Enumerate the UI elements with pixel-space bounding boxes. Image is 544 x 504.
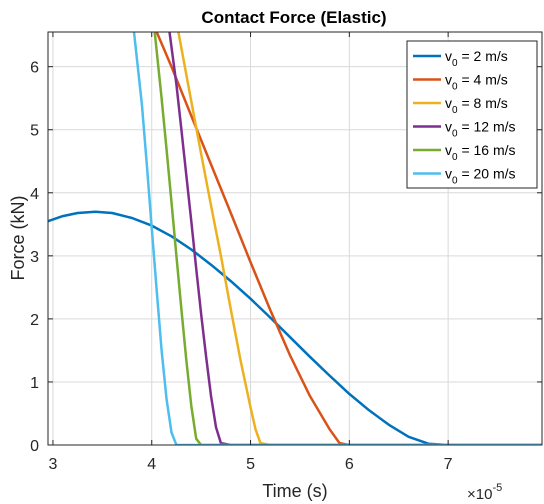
y-tick-label: 6 [30, 60, 39, 77]
x-axis-label: Time (s) [262, 481, 327, 501]
x-tick-label: 5 [246, 456, 255, 473]
x-tick-label: 7 [444, 456, 453, 473]
legend-entry-4: v0 = 12 m/s [445, 119, 516, 140]
x-exponent-power: -5 [492, 482, 502, 494]
y-tick-label: 5 [30, 123, 39, 140]
y-axis-label: Force (kN) [8, 196, 28, 281]
x-exponent-base: ×10 [467, 486, 492, 503]
x-tick-label: 3 [48, 456, 57, 473]
y-tick-label: 0 [30, 438, 39, 455]
legend-entry-6: v0 = 20 m/s [445, 166, 516, 187]
y-tick-label: 1 [30, 375, 39, 392]
x-axis-exponent: ×10-5 [467, 482, 502, 503]
x-tick-label: 4 [147, 456, 156, 473]
legend-box [406, 40, 538, 189]
legend-entry-1: v0 = 2 m/s [445, 48, 508, 69]
series-line-5 [153, 32, 542, 445]
y-tick-label: 2 [30, 312, 39, 329]
legend-entry-2: v0 = 4 m/s [445, 72, 508, 93]
y-tick-label: 4 [30, 186, 39, 203]
series-line-1 [48, 210, 542, 445]
legend: v0 = 2 m/s v0 = 4 m/sv0 = 8 m/s v0 = 12 m/… [406, 40, 538, 189]
y-tick-label: 3 [30, 249, 39, 266]
series-line-3 [177, 32, 542, 445]
legend-entry-5: v0 = 16 m/s [445, 142, 516, 163]
series-line-6 [132, 32, 542, 445]
axes-box [47, 31, 543, 446]
x-tick-label: 6 [345, 456, 354, 473]
chart-title: Contact Force (Elastic) [201, 8, 386, 27]
tick-labels: 3 4 5 6 7 0 1 2 3 4 5 6 [30, 60, 453, 473]
axis-ticks [48, 32, 542, 446]
legend-entry-3: v0 = 8 m/s [445, 95, 508, 116]
